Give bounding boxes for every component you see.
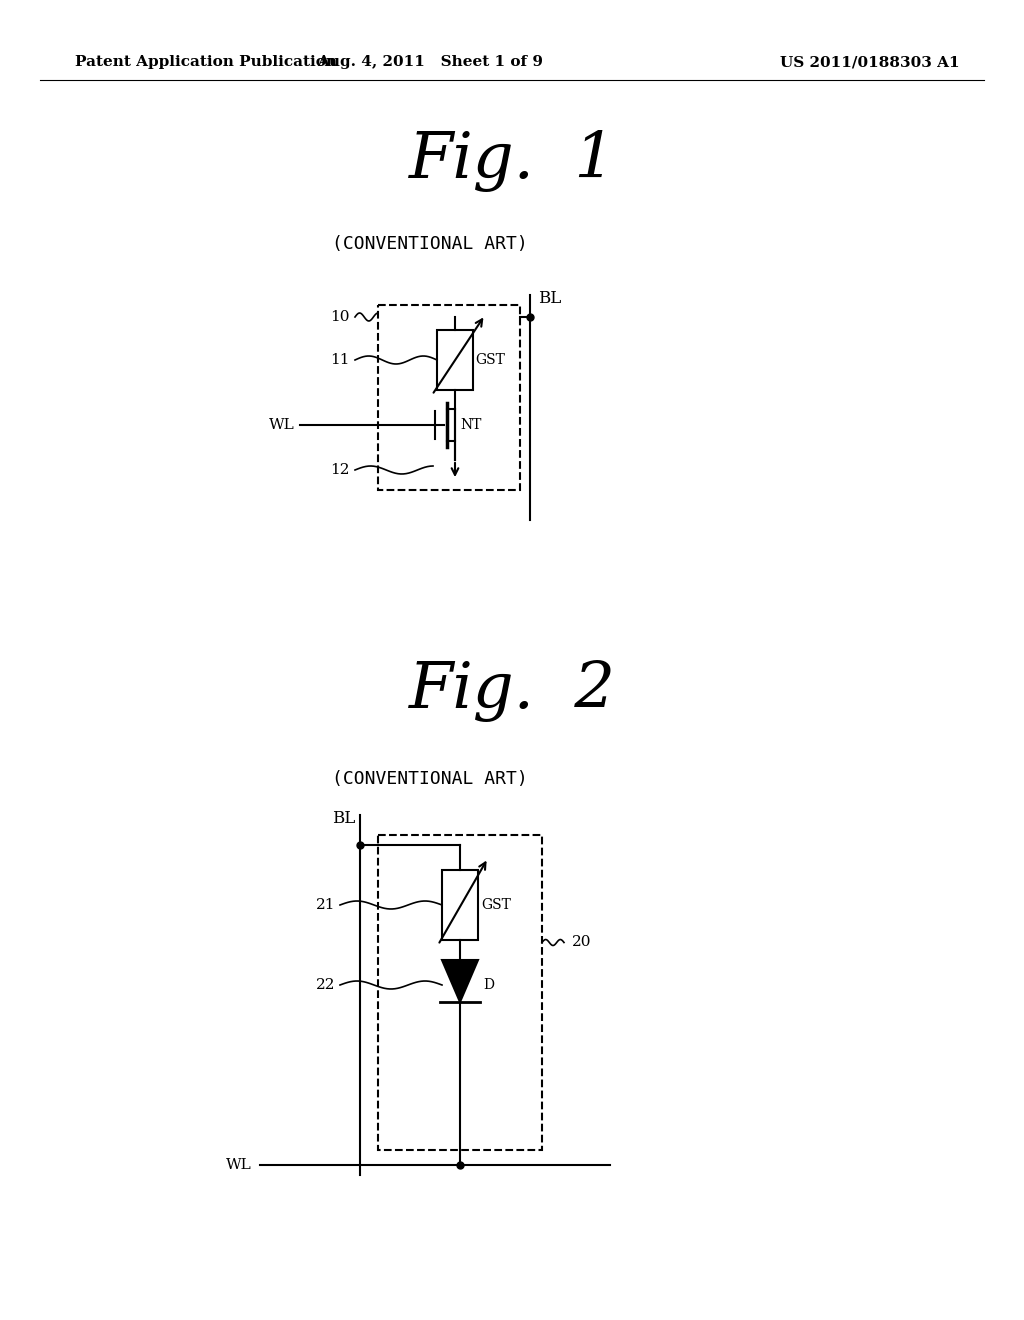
Text: 11: 11 xyxy=(331,352,350,367)
Text: (CONVENTIONAL ART): (CONVENTIONAL ART) xyxy=(332,235,528,253)
Text: GST: GST xyxy=(481,898,511,912)
Polygon shape xyxy=(442,960,478,1002)
Text: BL: BL xyxy=(538,290,561,308)
Text: Aug. 4, 2011   Sheet 1 of 9: Aug. 4, 2011 Sheet 1 of 9 xyxy=(317,55,543,69)
Text: 10: 10 xyxy=(331,310,350,323)
Text: 20: 20 xyxy=(572,936,592,949)
Text: Fig.  2: Fig. 2 xyxy=(409,660,615,722)
Text: D: D xyxy=(483,978,494,993)
Text: WL: WL xyxy=(226,1158,252,1172)
Text: BL: BL xyxy=(332,810,355,828)
Text: (CONVENTIONAL ART): (CONVENTIONAL ART) xyxy=(332,770,528,788)
Text: US 2011/0188303 A1: US 2011/0188303 A1 xyxy=(780,55,959,69)
Text: Fig.  1: Fig. 1 xyxy=(409,129,615,191)
Text: Patent Application Publication: Patent Application Publication xyxy=(75,55,337,69)
Text: WL: WL xyxy=(269,418,295,432)
Text: 21: 21 xyxy=(315,898,335,912)
Text: 22: 22 xyxy=(315,978,335,993)
Text: NT: NT xyxy=(460,418,481,432)
Text: GST: GST xyxy=(475,352,505,367)
Text: 12: 12 xyxy=(331,463,350,477)
